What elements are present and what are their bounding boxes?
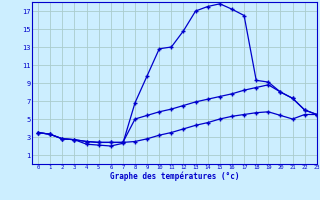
X-axis label: Graphe des températures (°c): Graphe des températures (°c) (110, 172, 239, 181)
